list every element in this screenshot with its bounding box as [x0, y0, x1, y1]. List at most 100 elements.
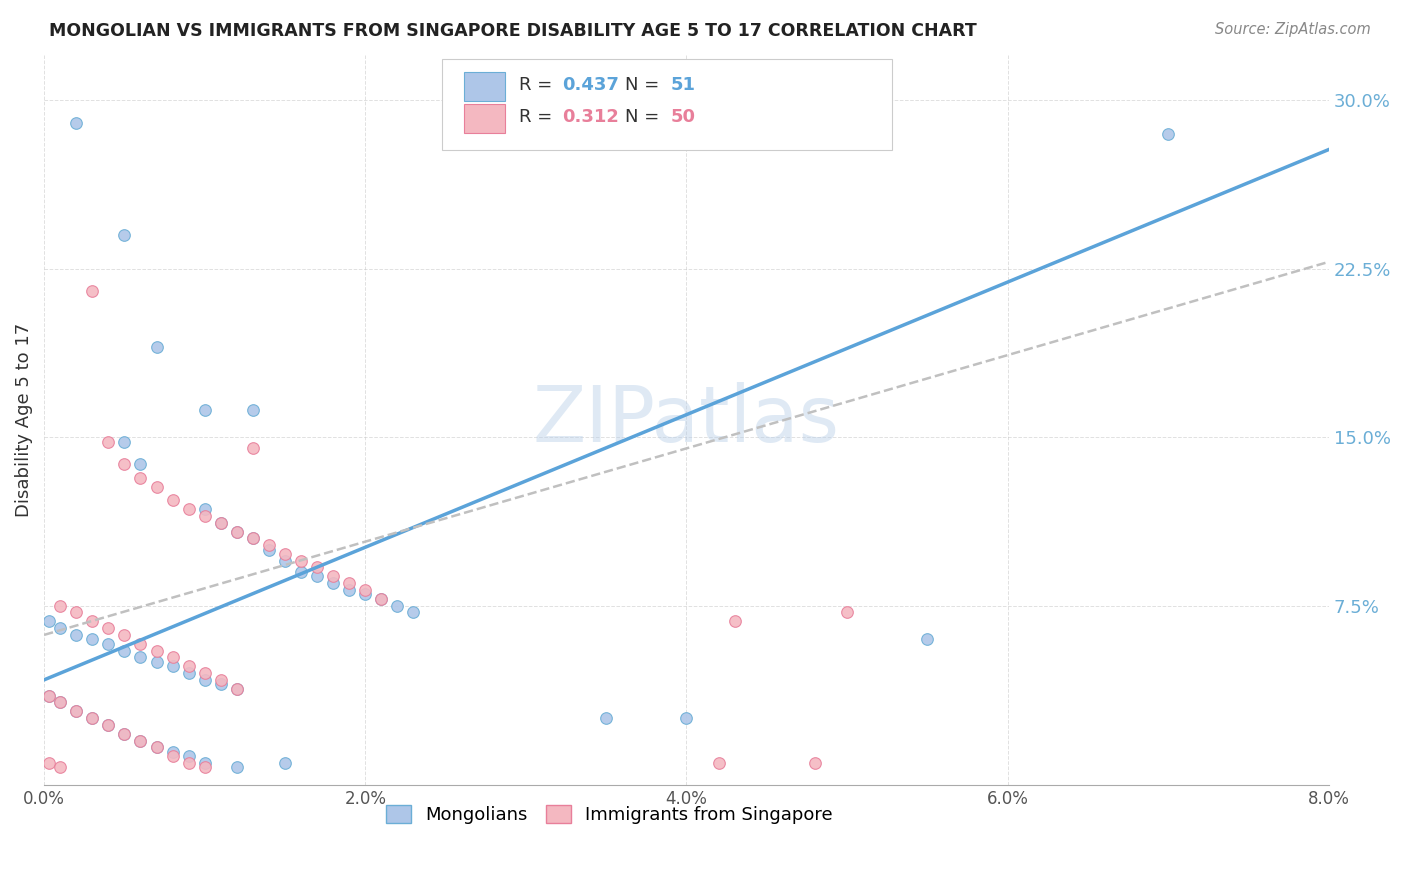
Point [675, 711, 697, 725]
Point [112, 727, 135, 741]
Point [337, 576, 360, 591]
Text: MONGOLIAN VS IMMIGRANTS FROM SINGAPORE DISABILITY AGE 5 TO 17 CORRELATION CHART: MONGOLIAN VS IMMIGRANTS FROM SINGAPORE D… [49, 22, 977, 40]
Point [112, 434, 135, 449]
Text: 0.312: 0.312 [562, 108, 619, 126]
Text: N =: N = [624, 76, 665, 94]
Point [65, 704, 87, 718]
Point [49, 760, 72, 774]
Point [112, 727, 135, 741]
Point [242, 442, 264, 456]
Point [129, 733, 152, 747]
Point [209, 516, 232, 530]
Y-axis label: Disability Age 5 to 17: Disability Age 5 to 17 [15, 323, 32, 517]
Point [82, 711, 104, 725]
Point [129, 650, 152, 665]
Point [49, 599, 72, 613]
Point [162, 493, 184, 508]
Bar [464, 104, 505, 133]
Point [274, 554, 297, 568]
Text: R =: R = [519, 76, 558, 94]
Point [307, 569, 329, 583]
Point [97, 637, 120, 651]
Point [38, 689, 60, 703]
Point [129, 637, 152, 651]
Text: ZIPatlas: ZIPatlas [533, 383, 839, 458]
Point [322, 569, 344, 583]
Point [82, 284, 104, 298]
Point [49, 695, 72, 709]
Point [129, 457, 152, 471]
FancyBboxPatch shape [443, 59, 891, 150]
Text: Source: ZipAtlas.com: Source: ZipAtlas.com [1215, 22, 1371, 37]
Point [38, 615, 60, 629]
Point [225, 524, 247, 539]
Point [194, 756, 217, 770]
Point [112, 628, 135, 642]
Bar [464, 72, 505, 101]
Point [97, 434, 120, 449]
Point [177, 666, 200, 681]
Legend: Mongolians, Immigrants from Singapore: Mongolians, Immigrants from Singapore [378, 798, 841, 831]
Point [82, 615, 104, 629]
Point [242, 531, 264, 545]
Point [162, 650, 184, 665]
Point [162, 749, 184, 764]
Point [194, 673, 217, 687]
Point [65, 606, 87, 620]
Point [65, 704, 87, 718]
Point [49, 621, 72, 635]
Point [274, 547, 297, 561]
Point [194, 403, 217, 417]
Point [38, 689, 60, 703]
Point [225, 524, 247, 539]
Point [225, 681, 247, 696]
Point [209, 677, 232, 691]
Point [162, 659, 184, 673]
Point [112, 457, 135, 471]
Point [162, 745, 184, 759]
Text: 0.437: 0.437 [562, 76, 619, 94]
Point [145, 740, 167, 755]
Point [194, 502, 217, 516]
Point [38, 756, 60, 770]
Point [707, 756, 730, 770]
Point [835, 606, 858, 620]
Point [145, 480, 167, 494]
Text: R =: R = [519, 108, 558, 126]
Point [290, 565, 312, 579]
Point [145, 655, 167, 669]
Point [595, 711, 617, 725]
Point [112, 643, 135, 657]
Point [177, 659, 200, 673]
Point [129, 733, 152, 747]
Point [129, 470, 152, 484]
Point [322, 576, 344, 591]
Point [145, 740, 167, 755]
Point [65, 115, 87, 129]
Point [257, 542, 280, 557]
Point [242, 531, 264, 545]
Point [97, 621, 120, 635]
Point [307, 560, 329, 574]
Point [225, 681, 247, 696]
Point [177, 749, 200, 764]
Text: N =: N = [624, 108, 665, 126]
Point [209, 673, 232, 687]
Point [82, 711, 104, 725]
Point [145, 643, 167, 657]
Text: 50: 50 [671, 108, 696, 126]
Point [370, 591, 392, 606]
Point [917, 632, 939, 647]
Point [723, 615, 745, 629]
Point [370, 591, 392, 606]
Point [274, 756, 297, 770]
Point [145, 340, 167, 354]
Point [194, 760, 217, 774]
Point [1157, 127, 1180, 141]
Point [242, 403, 264, 417]
Point [49, 695, 72, 709]
Point [402, 606, 425, 620]
Point [177, 756, 200, 770]
Point [354, 582, 377, 597]
Point [194, 508, 217, 523]
